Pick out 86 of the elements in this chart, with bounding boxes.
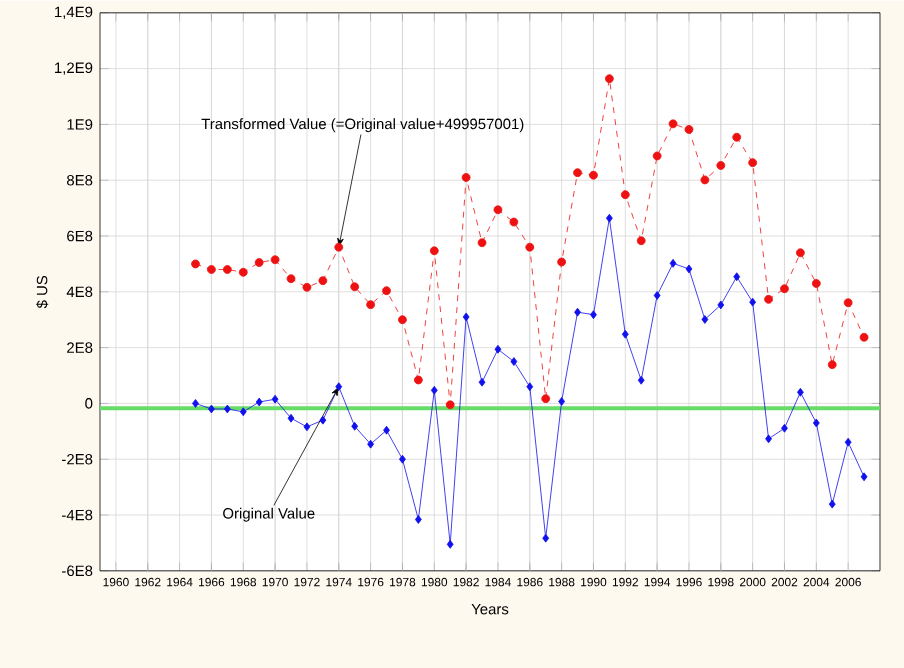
point [429, 246, 439, 255]
point [621, 329, 629, 339]
point [557, 257, 567, 266]
point [494, 344, 502, 354]
point [669, 258, 677, 268]
point [574, 307, 581, 317]
point [319, 415, 327, 425]
point [748, 157, 758, 167]
point [860, 472, 868, 481]
point [303, 422, 311, 431]
point [270, 254, 280, 264]
point [780, 283, 789, 293]
point [254, 257, 264, 267]
point [541, 393, 551, 403]
point [764, 294, 773, 304]
point [859, 332, 869, 342]
point [446, 539, 454, 549]
point [477, 237, 487, 247]
point [192, 398, 199, 408]
point [318, 275, 328, 285]
point [700, 175, 710, 184]
point [509, 217, 519, 227]
point [558, 396, 566, 406]
point [366, 299, 375, 309]
point [590, 309, 597, 319]
point [383, 425, 390, 435]
point [796, 247, 805, 257]
point [414, 514, 422, 524]
point [843, 297, 853, 307]
point [716, 160, 726, 170]
point [605, 73, 614, 83]
point [749, 297, 757, 307]
point [461, 172, 471, 182]
point [382, 285, 391, 295]
point [191, 259, 200, 268]
point [207, 264, 216, 274]
point [351, 421, 359, 431]
point [255, 397, 263, 406]
point [844, 437, 852, 447]
point [399, 454, 406, 464]
point [732, 132, 742, 142]
point [684, 124, 694, 134]
point [413, 375, 423, 384]
point [478, 377, 486, 387]
point [827, 359, 837, 369]
point [652, 151, 662, 160]
point [223, 404, 231, 413]
point [367, 439, 374, 449]
point [636, 235, 646, 245]
point [765, 434, 772, 443]
point [637, 375, 645, 385]
point [287, 413, 295, 423]
point [445, 400, 455, 409]
point [510, 356, 518, 366]
point [668, 119, 678, 128]
point [430, 385, 438, 395]
point [573, 167, 582, 177]
point [542, 533, 550, 543]
point [653, 290, 661, 300]
point [462, 312, 470, 321]
point [335, 381, 343, 391]
point [685, 264, 693, 273]
point [334, 242, 344, 252]
point [606, 213, 613, 223]
point [781, 423, 788, 433]
point [797, 387, 804, 397]
point [620, 189, 630, 199]
point [286, 273, 296, 283]
point [828, 499, 836, 509]
point [398, 314, 407, 324]
point [589, 170, 598, 180]
point [302, 282, 312, 292]
point [717, 300, 725, 309]
point [239, 406, 247, 416]
point [238, 267, 248, 277]
point [526, 381, 534, 391]
point [812, 418, 820, 427]
point [208, 404, 215, 413]
point [350, 282, 360, 291]
point [811, 278, 821, 288]
point [493, 205, 503, 214]
point [271, 394, 279, 404]
point [222, 264, 232, 274]
point [701, 314, 709, 324]
point [733, 271, 741, 281]
point [525, 242, 535, 252]
